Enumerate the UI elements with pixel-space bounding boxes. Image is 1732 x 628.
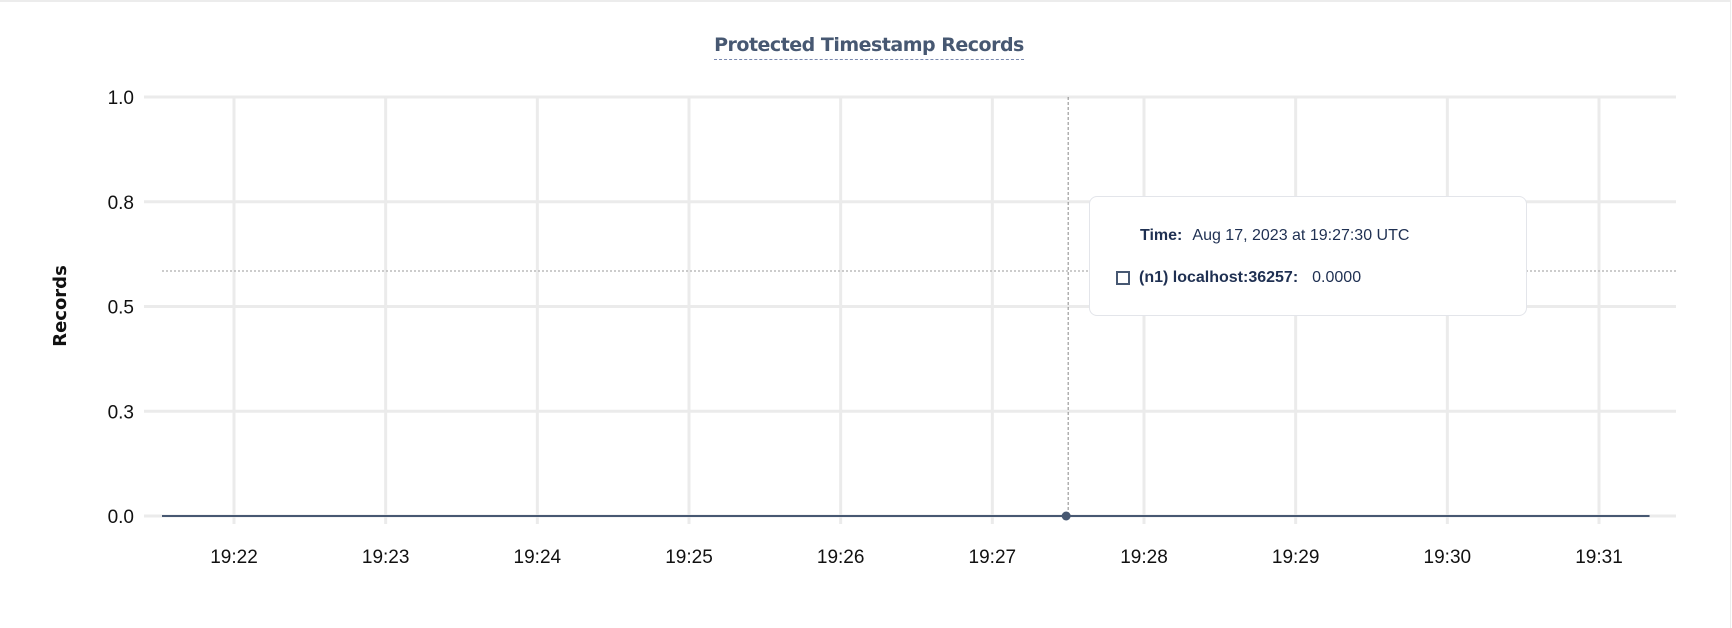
- y-tick-label: 0.8: [108, 193, 134, 214]
- x-tick-label: 19:24: [514, 547, 562, 568]
- tooltip-series-label: (n1) localhost:36257:: [1139, 269, 1299, 286]
- x-tick-label: 19:27: [969, 547, 1017, 568]
- y-tick-label: 0.3: [108, 402, 134, 423]
- y-axis-label: Records: [50, 265, 71, 347]
- hover-point[interactable]: [1061, 511, 1071, 521]
- y-tick-label: 0.5: [108, 298, 134, 319]
- y-tick-label: 0.0: [108, 507, 134, 528]
- x-tick-label: 19:29: [1272, 547, 1320, 568]
- tooltip-time-value: Aug 17, 2023 at 19:27:30 UTC: [1192, 227, 1410, 244]
- x-tick-label: 19:30: [1424, 547, 1472, 568]
- x-tick-label: 19:31: [1575, 547, 1623, 568]
- chart-tooltip: Time: Aug 17, 2023 at 19:27:30 UTC (n1) l…: [1089, 196, 1527, 316]
- tooltip-series-value: 0.0000: [1312, 269, 1362, 286]
- y-tick-label: 1.0: [108, 88, 134, 109]
- x-tick-label: 19:23: [362, 547, 410, 568]
- x-tick-label: 19:25: [665, 547, 713, 568]
- chart-title[interactable]: Protected Timestamp Records: [0, 34, 1732, 60]
- x-tick-label: 19:28: [1120, 547, 1168, 568]
- tooltip-time-label: Time:: [1140, 227, 1183, 244]
- x-tick-label: 19:26: [817, 547, 865, 568]
- x-tick-label: 19:22: [210, 547, 258, 568]
- series-swatch-icon: [1116, 271, 1130, 285]
